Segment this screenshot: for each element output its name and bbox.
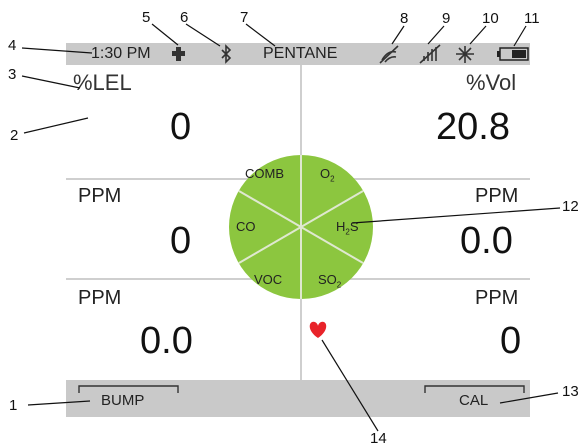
callout-11: 11 [524,10,540,27]
wheel-label-h2s-sub: 2 [345,227,350,237]
cal-softkey-bracket [424,385,525,393]
clock: 1:30 PM [91,45,151,62]
callout-3: 3 [8,66,17,83]
wheel-label-comb: COMB [245,166,284,181]
status-bar [66,43,530,65]
callout-6: 6 [180,9,189,26]
heart-icon [309,321,327,338]
wheel-label-so2-sub: 2 [336,280,342,290]
cal-button[interactable]: CAL [459,392,489,409]
callout-13: 13 [562,383,579,400]
wheel-label-o2: O2 [320,166,335,184]
so2-unit: PPM [475,287,519,309]
co-unit: PPM [78,185,122,207]
wireless-off-icon [379,45,399,64]
callout-lines [21,23,561,432]
bump-button[interactable]: BUMP [101,392,145,409]
voc-value: 0.0 [140,320,193,362]
bump-softkey-bracket [78,385,179,393]
co-value: 0 [170,220,192,262]
callout-9: 9 [442,10,451,27]
wheel-label-voc: VOC [254,272,283,287]
so2-value: 0 [500,320,522,362]
signal-off-icon [419,44,441,64]
wheel-label-h2s: H2S [336,219,359,237]
gps-off-icon [456,46,474,63]
gas-name: PENTANE [263,45,338,62]
wheel-label-o2-sub: 2 [330,174,335,184]
callout-14: 14 [370,430,387,447]
wheel-label-o2-main: O [320,166,331,181]
callout-4: 4 [8,37,17,54]
sensor-wheel [229,155,373,299]
cross-icon [172,47,185,61]
callout-7: 7 [240,9,249,26]
o2-unit: %Vol [466,70,517,95]
callout-10: 10 [482,10,499,27]
comb-value: 0 [170,106,192,148]
wheel-label-so2-main: SO [318,272,337,287]
h2s-value: 0.0 [460,220,513,262]
voc-unit: PPM [78,287,122,309]
callout-8: 8 [400,10,409,27]
wheel-label-h2s-tail: S [349,219,359,234]
o2-value: 20.8 [436,106,510,148]
wheel-label-co: CO [236,219,256,234]
wheel-label-so2: SO2 [318,272,341,290]
callout-5: 5 [142,9,151,26]
callout-12: 12 [562,198,579,215]
h2s-unit: PPM [475,185,519,207]
bluetooth-icon [221,44,232,64]
wheel-label-h2s-main: H [336,219,346,234]
comb-unit: %LEL [73,70,132,95]
callout-1: 1 [9,397,18,414]
callout-2: 2 [10,127,19,144]
battery-icon [497,47,529,61]
